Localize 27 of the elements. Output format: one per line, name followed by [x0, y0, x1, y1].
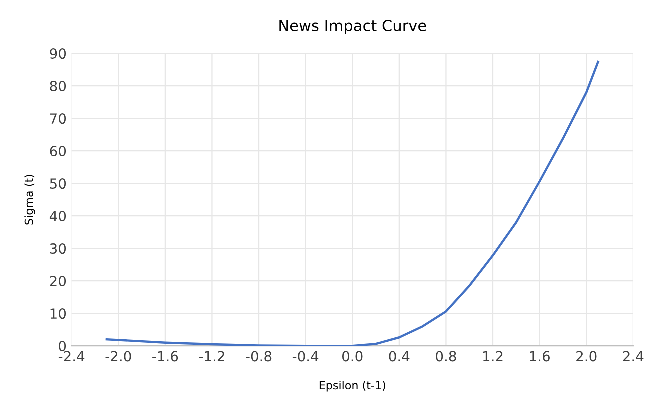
y-axis-title: Sigma (t) [24, 175, 36, 225]
y-tick-label: 10 [50, 308, 66, 320]
x-tick-label: 1.6 [530, 351, 550, 362]
y-tick-label: 30 [50, 244, 66, 254]
y-tick-label: 90 [50, 48, 66, 60]
y-tick-label: 60 [50, 146, 66, 157]
y-tick-label: 0 [59, 341, 66, 352]
x-tick-label: 1.2 [483, 351, 503, 362]
x-tick-label: 0.0 [342, 351, 363, 362]
x-tick-label: -0.8 [246, 351, 272, 362]
x-tick-label: -0.4 [292, 351, 319, 362]
x-tick-label: 2.0 [576, 351, 597, 362]
x-tick-label: 0.8 [436, 351, 456, 362]
x-tick-label: -1.2 [199, 351, 224, 362]
y-tick-label: 50 [50, 178, 66, 190]
x-tick-label: -2.0 [106, 351, 132, 362]
x-tick-label: -2.4 [58, 351, 85, 362]
y-tick-label: 80 [50, 81, 66, 92]
x-tick-label: 2.4 [623, 351, 644, 362]
y-tick-label: 40 [50, 211, 66, 222]
x-tick-label: -1.6 [152, 351, 178, 362]
x-tick-label: 0.4 [389, 351, 410, 362]
line-series [106, 60, 600, 346]
y-tick-label: 20 [50, 276, 66, 287]
y-tick-label: 70 [50, 114, 66, 124]
chart-title: News Impact Curve [280, 20, 426, 35]
x-axis-title: Epsilon (t-1) [320, 381, 386, 392]
